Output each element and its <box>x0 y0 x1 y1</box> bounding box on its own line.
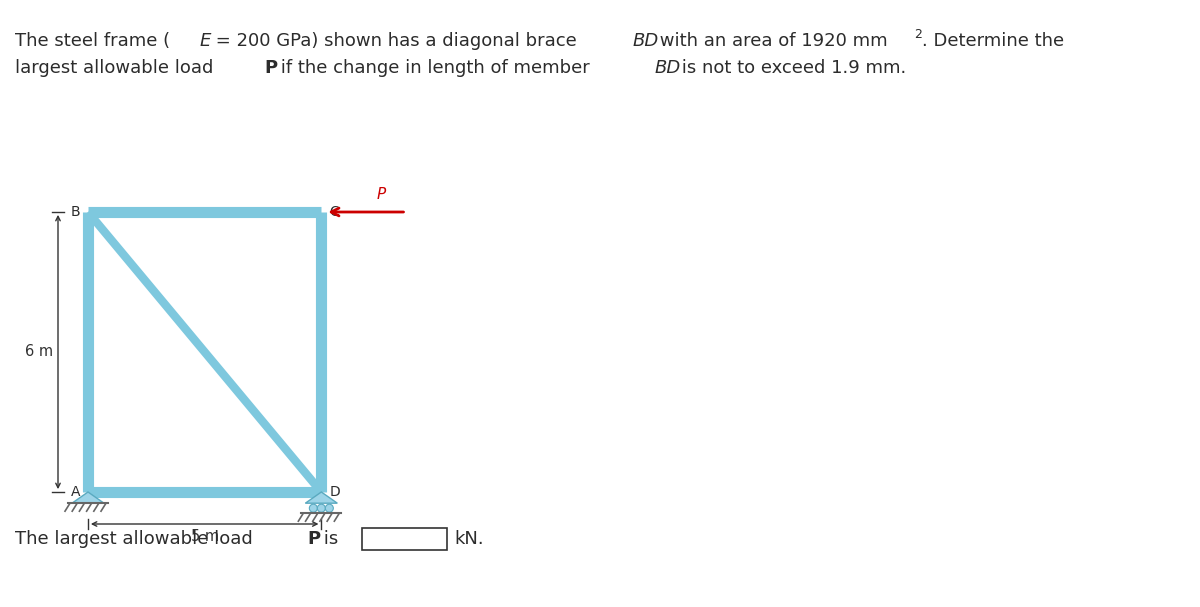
Text: with an area of 1920 mm: with an area of 1920 mm <box>654 32 888 50</box>
Text: = 200 GPa) shown has a diagonal brace: = 200 GPa) shown has a diagonal brace <box>210 32 582 50</box>
Text: if the change in length of member: if the change in length of member <box>275 59 595 77</box>
Text: P: P <box>264 59 277 77</box>
Text: 5 m: 5 m <box>191 529 218 544</box>
Bar <box>361 528 446 550</box>
Text: The steel frame (: The steel frame ( <box>14 32 170 50</box>
Text: largest allowable load: largest allowable load <box>14 59 220 77</box>
Circle shape <box>317 504 325 512</box>
Text: P: P <box>307 530 320 548</box>
Text: BD: BD <box>632 32 659 50</box>
Text: is: is <box>318 530 344 548</box>
Polygon shape <box>305 492 337 503</box>
Text: kN.: kN. <box>455 530 485 548</box>
Circle shape <box>310 504 317 512</box>
Text: A: A <box>71 485 80 499</box>
Text: The largest allowable load: The largest allowable load <box>14 530 258 548</box>
Polygon shape <box>72 492 104 503</box>
Text: . Determine the: . Determine the <box>922 32 1063 50</box>
Text: P: P <box>377 187 385 202</box>
Text: C: C <box>329 205 340 219</box>
Circle shape <box>325 504 334 512</box>
Text: is not to exceed 1.9 mm.: is not to exceed 1.9 mm. <box>676 59 906 77</box>
Text: 2: 2 <box>914 28 922 41</box>
Text: E: E <box>199 32 210 50</box>
Text: 6 m: 6 m <box>25 345 53 359</box>
Text: BD: BD <box>654 59 680 77</box>
Text: B: B <box>71 205 80 219</box>
Text: D: D <box>329 485 340 499</box>
